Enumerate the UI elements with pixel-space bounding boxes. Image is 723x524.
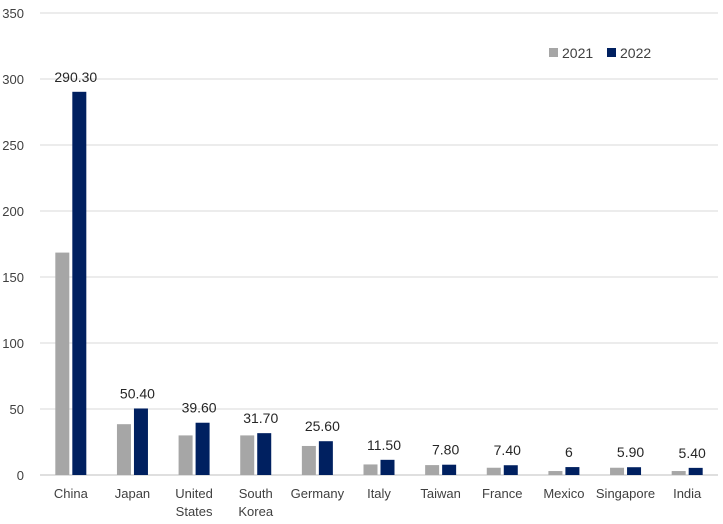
x-tick-label-line: Taiwan: [420, 486, 460, 501]
x-tick-label-line: Germany: [291, 486, 345, 501]
data-label-2022: 31.70: [243, 410, 278, 426]
x-tick-label: France: [482, 486, 522, 501]
x-tick-label-line: France: [482, 486, 522, 501]
bar-2021: [671, 471, 686, 475]
x-tick-label: United States: [175, 486, 213, 519]
x-axis: China Japan United States South Korea Germany I…: [54, 486, 702, 519]
x-tick-label: Germany: [291, 486, 345, 501]
x-tick-label: Taiwan: [420, 486, 460, 501]
bar-2021: [425, 465, 440, 475]
x-tick-label: India: [673, 486, 702, 501]
data-label-2022: 39.60: [182, 400, 217, 416]
data-label-2022: 5.40: [679, 445, 706, 461]
x-tick-label-line: India: [673, 486, 702, 501]
bar-2022: [380, 459, 395, 475]
x-tick-label-line: South: [239, 486, 273, 501]
bar-2022: [72, 91, 87, 475]
bar-2022: [565, 467, 580, 475]
x-tick-label-line: Italy: [367, 486, 391, 501]
y-tick-label: 200: [2, 204, 24, 219]
bar-2022: [627, 467, 642, 475]
bar-2022: [133, 408, 148, 475]
data-label-2022: 5.90: [617, 444, 644, 460]
y-tick-label: 300: [2, 72, 24, 87]
y-tick-label: 50: [10, 402, 24, 417]
bar-2021: [55, 252, 70, 475]
legend-label-2021: 2021: [562, 45, 593, 61]
data-label-2022: 11.50: [367, 437, 401, 453]
gridlines: [40, 12, 718, 476]
bar-2021: [178, 435, 193, 475]
x-tick-label: Singapore: [596, 486, 655, 501]
bar-2021: [363, 464, 378, 475]
data-label-2022: 50.40: [120, 385, 155, 401]
data-label-2022: 7.80: [432, 442, 459, 458]
bar-2021: [116, 424, 131, 475]
y-tick-label: 350: [2, 6, 24, 21]
bar-2022: [442, 464, 457, 475]
bar-2021: [486, 467, 501, 475]
data-label-2022: 290.30: [54, 69, 97, 85]
x-tick-label: China: [54, 486, 89, 501]
data-labels: 290.30 50.40 39.60 31.70 25.60 11.50 7.80 7.40 6…: [54, 69, 706, 461]
x-tick-label: Japan: [115, 486, 150, 501]
x-tick-label-line: Korea: [238, 504, 273, 519]
x-tick-label: Mexico: [543, 486, 584, 501]
legend-swatch-2022: [607, 48, 616, 57]
y-tick-label: 250: [2, 138, 24, 153]
bar-2021: [548, 471, 563, 475]
data-label-2022: 6: [565, 444, 573, 460]
x-tick-label-line: States: [176, 504, 213, 519]
bar-2022: [318, 441, 333, 475]
bar-2021: [610, 467, 625, 475]
bar-2022: [195, 422, 210, 475]
data-label-2022: 7.40: [494, 442, 521, 458]
data-label-2022: 25.60: [305, 418, 340, 434]
bar-2022: [688, 467, 703, 475]
x-tick-label-line: Japan: [115, 486, 150, 501]
bar-2022: [257, 433, 272, 475]
y-axis: 0 50 100 150 200 250 300 350: [2, 6, 24, 483]
bar-2021: [240, 435, 255, 475]
y-tick-label: 0: [17, 468, 24, 483]
legend-swatch-2021: [549, 48, 558, 57]
x-tick-label: South Korea: [238, 486, 273, 519]
bar-2021: [301, 445, 316, 475]
x-tick-label-line: China: [54, 486, 89, 501]
x-tick-label: Italy: [367, 486, 391, 501]
x-tick-label-line: Singapore: [596, 486, 655, 501]
x-tick-label-line: United: [175, 486, 213, 501]
x-tick-label-line: Mexico: [543, 486, 584, 501]
legend: 2021 2022: [549, 45, 651, 61]
legend-label-2022: 2022: [620, 45, 651, 61]
y-tick-label: 100: [2, 336, 24, 351]
bar-2022: [503, 465, 518, 475]
y-tick-label: 150: [2, 270, 24, 285]
bars: [55, 91, 703, 475]
